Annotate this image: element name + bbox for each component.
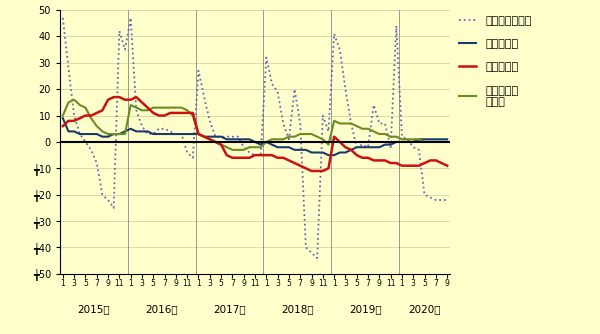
Text: 2015年: 2015年 <box>77 304 110 314</box>
Text: 2019年: 2019年 <box>349 304 382 314</box>
Text: 2016年: 2016年 <box>145 304 178 314</box>
Text: 2020年: 2020年 <box>409 304 441 314</box>
Text: 2017年: 2017年 <box>213 304 246 314</box>
Legend: 分譲マンション, 持家（青）, 貸家（赤）, 分譲一戸建
（緑）: 分譲マンション, 持家（青）, 貸家（赤）, 分譲一戸建 （緑） <box>460 16 532 107</box>
Text: 2018年: 2018年 <box>281 304 314 314</box>
